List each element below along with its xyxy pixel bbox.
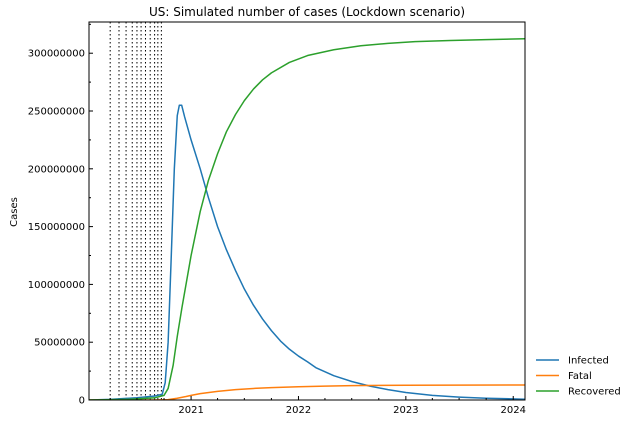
legend-item-recovered: Recovered <box>536 387 621 398</box>
plot-frame <box>88 21 526 401</box>
y-tick-label: 100000000 <box>28 280 85 291</box>
y-axis-label: Cases <box>9 197 20 227</box>
legend-label: Infected <box>568 356 609 367</box>
plot-inner <box>89 22 525 400</box>
chart-title: US: Simulated number of cases (Lockdown … <box>149 5 465 19</box>
legend-label: Recovered <box>568 387 621 398</box>
x-tick-label: 2022 <box>286 405 311 416</box>
x-tick-label: 2024 <box>501 405 526 416</box>
axes: 0 50000000 100000000 150000000 200000000 2500… <box>28 23 526 416</box>
x-tick-label: 2023 <box>393 405 418 416</box>
legend-item-fatal: Fatal <box>536 371 592 382</box>
y-tick-label: 50000000 <box>34 338 85 349</box>
plot-area <box>89 22 525 400</box>
y-tick-label: 250000000 <box>28 107 85 118</box>
series-line-infected <box>89 104 525 400</box>
legend: Infected Fatal Recovered <box>536 356 621 398</box>
x-tick-label: 2021 <box>178 405 203 416</box>
legend-item-infected: Infected <box>536 356 609 367</box>
y-tick-label: 0 <box>79 396 85 407</box>
legend-label: Fatal <box>568 371 592 382</box>
series-line-recovered <box>89 38 525 400</box>
series-line-fatal <box>89 384 525 400</box>
y-tick-label: 150000000 <box>28 222 85 233</box>
y-tick-label: 300000000 <box>28 49 85 60</box>
y-tick-label: 200000000 <box>28 164 85 175</box>
